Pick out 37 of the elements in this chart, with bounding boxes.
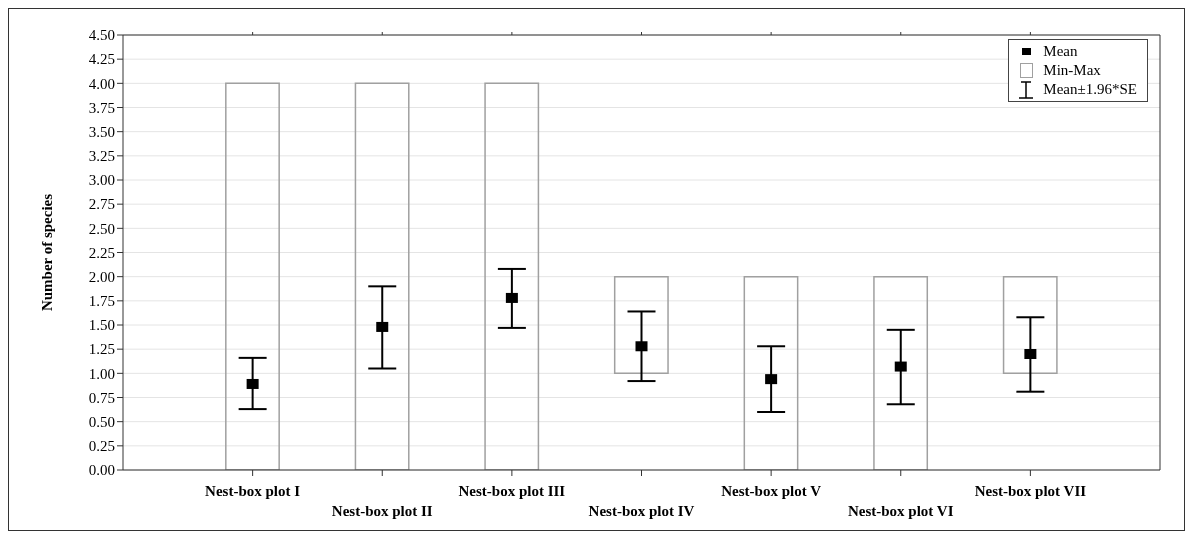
y-tick-label: 3.50 <box>88 123 115 140</box>
y-tick-label: 2.00 <box>88 268 115 285</box>
y-tick-label: 1.00 <box>88 365 115 382</box>
point <box>1024 349 1037 359</box>
y-tick-label: 3.25 <box>88 148 115 165</box>
x-tick-label: Nest-box plot I <box>205 483 301 499</box>
y-tick-label: 2.50 <box>88 220 115 237</box>
x-tick-label: Nest-box plot VII <box>974 483 1087 499</box>
x-tick-label: Nest-box plot IV <box>588 503 695 519</box>
annotation: Mean±1.96*SE <box>1043 80 1137 99</box>
y-tick-label: 0.50 <box>88 413 115 430</box>
x-tick-label: Nest-box plot V <box>721 483 822 499</box>
y-tick-label: 4.00 <box>88 75 115 92</box>
x-tick-label: Nest-box plot VI <box>847 503 954 519</box>
y-axis-title: Number of species <box>39 193 56 312</box>
point <box>894 361 907 372</box>
y-tick-label: 4.25 <box>88 51 115 68</box>
y-tick-label: 1.25 <box>88 341 115 358</box>
y-tick-label: 2.25 <box>88 244 115 261</box>
legend-label: Mean <box>1043 42 1078 61</box>
point <box>246 378 259 389</box>
point <box>505 292 518 303</box>
point <box>376 321 389 332</box>
y-tick-label: 0.00 <box>88 462 115 479</box>
y-tick-label: 0.25 <box>88 438 115 455</box>
point <box>635 341 648 352</box>
point <box>765 374 778 385</box>
legend-label: Min-Max <box>1043 61 1101 80</box>
y-tick-label: 4.50 <box>88 27 115 44</box>
y-tick-label: 1.75 <box>88 293 115 310</box>
y-tick-label: 3.75 <box>88 99 115 116</box>
y-tick-label: 0.75 <box>88 389 115 406</box>
x-tick-label: Nest-box plot III <box>458 483 566 499</box>
y-tick-label: 1.50 <box>88 317 115 334</box>
x-tick-label: Nest-box plot II <box>331 503 433 519</box>
y-tick-label: 2.75 <box>88 196 115 213</box>
y-tick-label: 3.00 <box>88 172 115 189</box>
